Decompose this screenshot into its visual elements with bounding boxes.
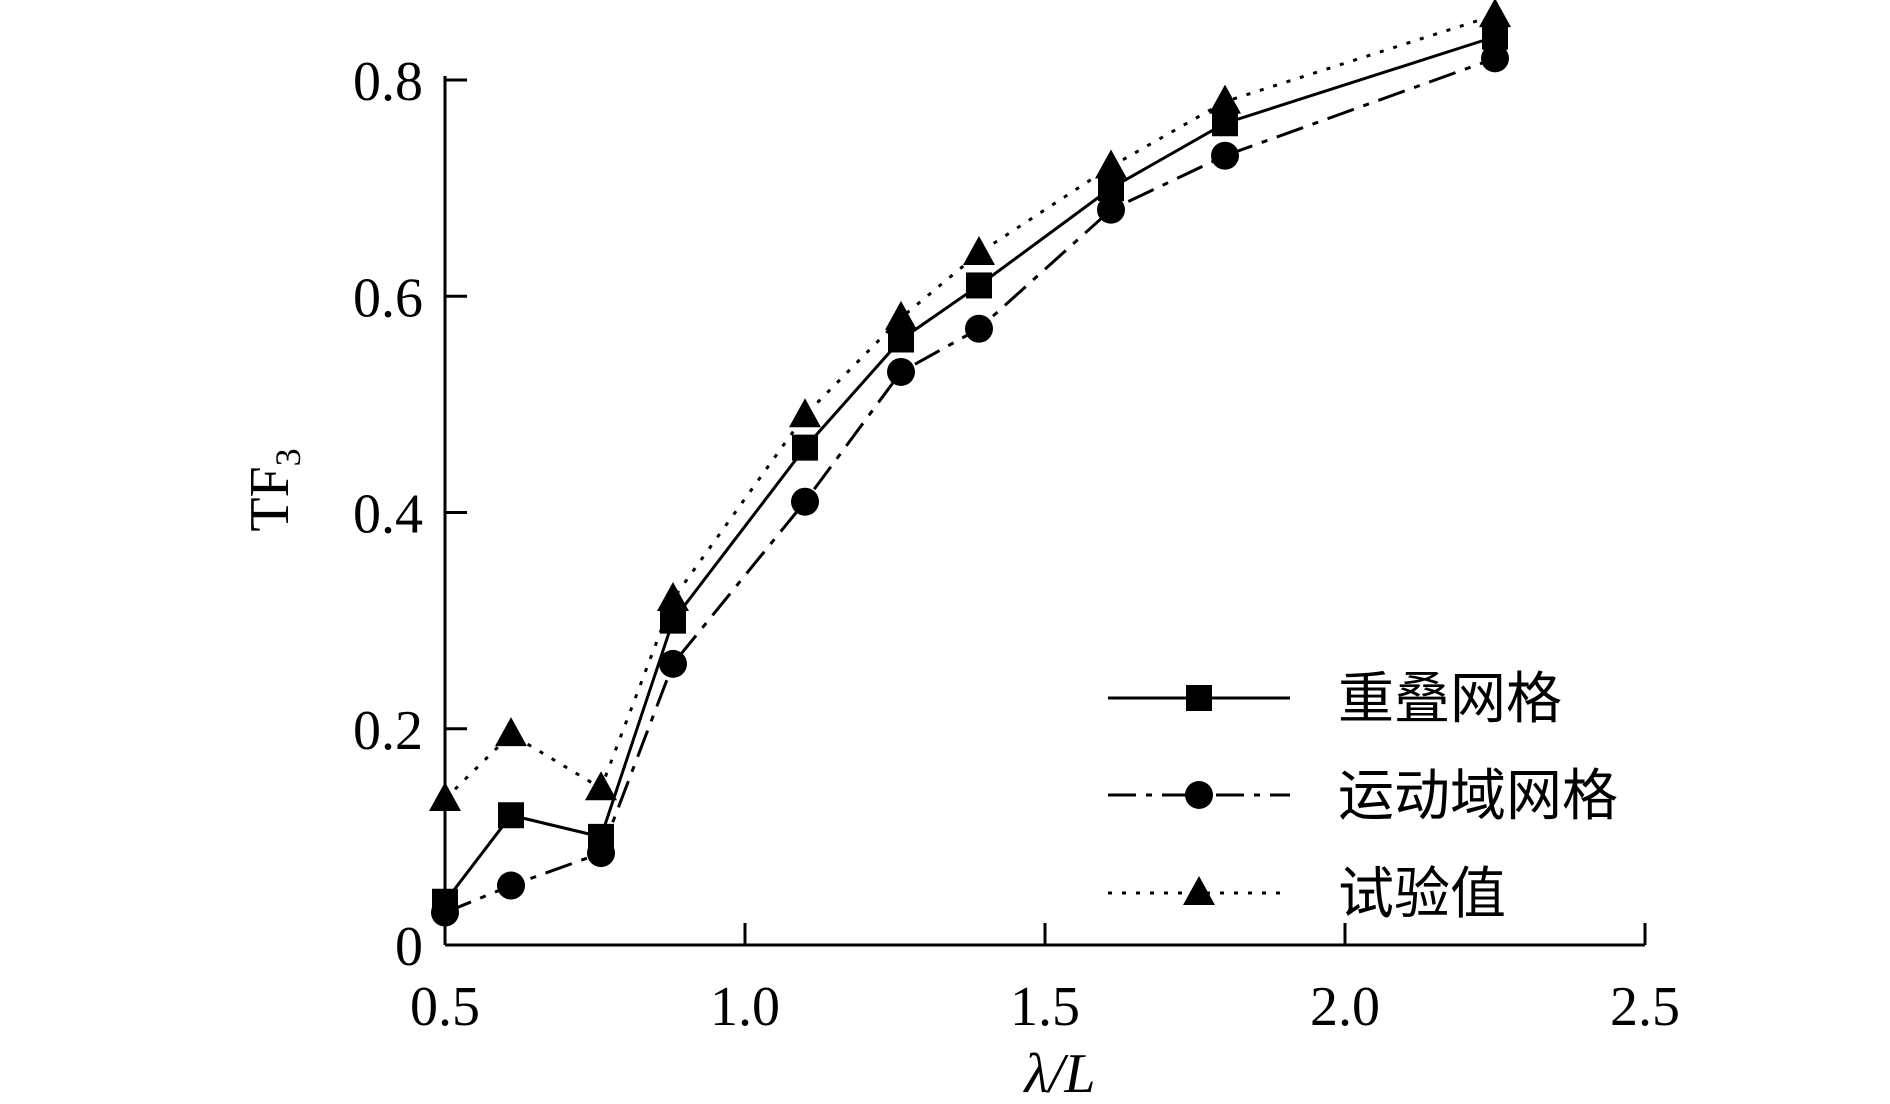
data-point-series-1 xyxy=(1212,110,1238,137)
data-point-series-1 xyxy=(498,802,524,829)
series-lines xyxy=(443,13,1496,914)
legend-label-2: 运动域网格 xyxy=(1338,764,1618,829)
y-tick-label: 0.4 xyxy=(353,484,423,546)
data-point-series-2 xyxy=(1211,141,1239,170)
data-point-series-2 xyxy=(587,839,615,868)
data-point-series-2 xyxy=(659,649,687,678)
data-point-series-2 xyxy=(791,487,819,516)
y-axis-title: TF3 xyxy=(239,448,308,531)
data-point-series-1 xyxy=(792,434,818,461)
data-point-series-3 xyxy=(495,717,527,747)
legend-label-3: 试验值 xyxy=(1338,862,1506,927)
series-line-2 xyxy=(444,56,1496,914)
x-tick-label: 2.0 xyxy=(1310,976,1380,1038)
legend-marker-3 xyxy=(1183,876,1215,905)
x-axis-title: λ/L xyxy=(1023,1043,1096,1104)
data-point-series-3 xyxy=(963,236,995,265)
data-point-series-3 xyxy=(657,582,689,611)
data-point-series-3 xyxy=(1479,0,1511,28)
data-point-series-3 xyxy=(789,398,821,428)
x-axis-ticks: 0.5 1.0 1.5 2.0 2.5 xyxy=(410,923,1680,1038)
series-line-1 xyxy=(443,35,1496,903)
data-point-series-2 xyxy=(431,898,459,927)
data-point-series-3 xyxy=(1209,84,1241,114)
x-tick-label: 2.5 xyxy=(1610,976,1680,1038)
data-point-series-1 xyxy=(888,326,914,353)
data-point-series-3 xyxy=(885,300,917,330)
data-point-series-2 xyxy=(965,314,993,343)
y-tick-label: 0.6 xyxy=(353,267,423,329)
y-tick-label: 0 xyxy=(395,916,423,978)
y-axis-title-main: TF xyxy=(239,466,301,531)
legend-marker-1 xyxy=(1186,685,1212,711)
legend-marker-2 xyxy=(1185,781,1213,809)
data-point-series-3 xyxy=(429,782,461,812)
y-tick-label: 0.2 xyxy=(353,700,423,762)
data-point-series-1 xyxy=(660,607,686,634)
series-markers xyxy=(429,0,1511,927)
data-point-series-1 xyxy=(966,272,992,299)
x-tick-label: 0.5 xyxy=(410,976,480,1038)
data-point-series-3 xyxy=(1095,149,1127,179)
data-point-series-3 xyxy=(585,771,617,801)
y-axis-title-subscript: 3 xyxy=(268,448,308,466)
x-tick-label: 1.5 xyxy=(1010,976,1080,1038)
data-point-series-2 xyxy=(1481,44,1509,73)
data-point-series-2 xyxy=(887,357,915,386)
y-axis-ticks: 0 0.2 0.4 0.6 0.8 xyxy=(353,51,467,978)
data-point-series-2 xyxy=(497,871,525,900)
legend-label-1: 重叠网格 xyxy=(1338,667,1562,732)
y-tick-label: 0.8 xyxy=(353,51,423,113)
x-tick-label: 1.0 xyxy=(710,976,780,1038)
data-point-series-2 xyxy=(1097,195,1125,224)
